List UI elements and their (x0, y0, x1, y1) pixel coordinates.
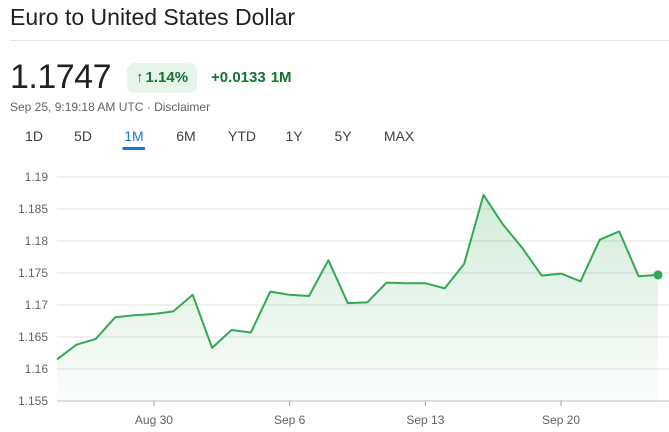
current-price: 1.1747 (10, 58, 112, 96)
change-value: +0.0133 (211, 69, 266, 86)
y-tick-label: 1.16 (25, 362, 49, 376)
change-percent: 1.14% (145, 69, 189, 86)
x-tick-label: Sep 6 (274, 413, 306, 427)
tab-6m[interactable]: 6M (176, 128, 196, 144)
disclaimer-link[interactable]: Disclaimer (154, 100, 211, 114)
tab-max[interactable]: MAX (383, 128, 415, 144)
page-title: Euro to United States Dollar (10, 4, 296, 30)
change-summary: +0.0133 1M (211, 69, 291, 86)
arrow-up-icon: ↑ (136, 69, 144, 86)
tab-ytd[interactable]: YTD (228, 128, 256, 144)
tab-1m[interactable]: 1M (122, 128, 147, 150)
meta-separator: · (146, 100, 151, 114)
header-divider (10, 40, 669, 41)
y-tick-label: 1.155 (18, 394, 48, 408)
y-tick-label: 1.185 (18, 202, 48, 216)
tab-1d[interactable]: 1D (25, 128, 43, 144)
quote-timestamp: Sep 25, 9:19:18 AM UTC (10, 100, 144, 114)
chart-series-line (56, 193, 659, 361)
y-tick-label: 1.19 (25, 170, 49, 184)
quote-meta: Sep 25, 9:19:18 AM UTC · Disclaimer (10, 100, 210, 114)
y-tick-label: 1.165 (18, 330, 48, 344)
x-tick-label: Sep 13 (406, 413, 444, 427)
x-tick-label: Aug 30 (135, 413, 173, 427)
y-tick-label: 1.18 (25, 234, 49, 248)
change-percent-badge: ↑ 1.14% (127, 62, 198, 93)
quote-row: 1.1747 ↑ 1.14% +0.0133 1M (10, 58, 292, 97)
tab-1y[interactable]: 1Y (285, 128, 303, 144)
current-value-marker (653, 270, 663, 280)
y-tick-label: 1.175 (18, 266, 48, 280)
chart-area-fill (57, 194, 658, 401)
tab-5d[interactable]: 5D (74, 128, 92, 144)
tab-5y[interactable]: 5Y (334, 128, 352, 144)
y-tick-label: 1.17 (25, 298, 49, 312)
x-tick-label: Sep 20 (542, 413, 580, 427)
change-period: 1M (270, 69, 292, 86)
